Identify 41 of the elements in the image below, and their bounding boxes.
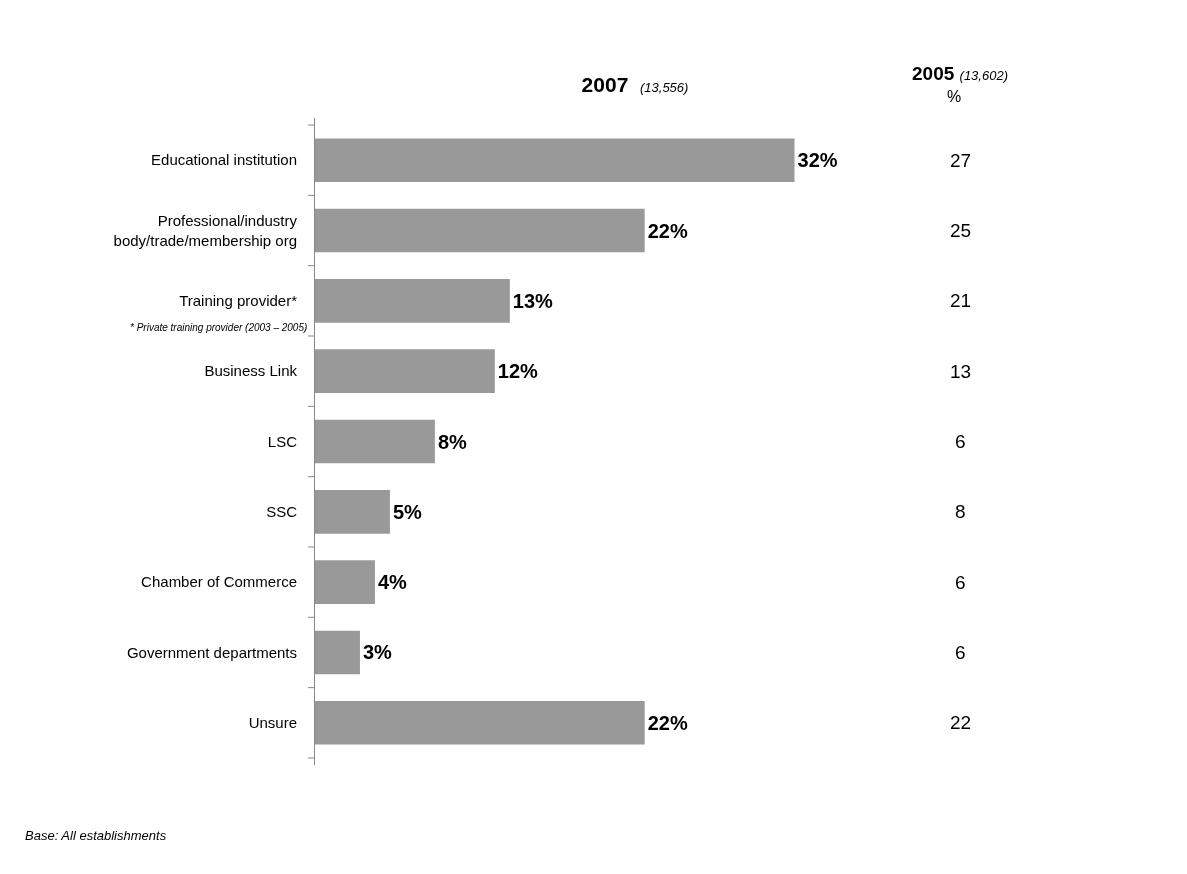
text: 22 (950, 712, 972, 733)
text: 2005 (13,602) (912, 63, 1008, 84)
bar (315, 208, 645, 253)
y-tick-label: Government departments (126, 643, 297, 661)
y-tick-label: Professional/industry body/trade/membership org (113, 212, 298, 249)
text: 6 (955, 642, 966, 663)
text: 25 (950, 220, 972, 241)
data-label: 5% (392, 500, 423, 523)
y-tick-label: Unsure (248, 714, 297, 732)
bar (315, 349, 495, 393)
data-label: 12% (497, 360, 539, 383)
data-label: 8% (437, 430, 467, 453)
data-label: 32% (797, 149, 838, 172)
y-tick-label: Chamber of Commerce (141, 573, 297, 591)
text: 27 (950, 150, 972, 171)
text: 13 (950, 361, 972, 382)
y-tick-label: SSC (266, 503, 298, 521)
bar (315, 560, 375, 604)
data-label: 22% (647, 711, 688, 734)
text: * Private training provider (2003 – 2005) (130, 322, 308, 333)
text: Base: All establishments (25, 828, 167, 843)
text: 21 (950, 290, 972, 311)
data-label: 22% (647, 219, 688, 242)
bar (315, 701, 645, 745)
data-label: 13% (512, 289, 554, 312)
y-tick-label: Training provider* (179, 292, 298, 310)
text: 8 (955, 501, 966, 522)
bar (315, 279, 510, 323)
y-tick-label: Business Link (204, 362, 298, 380)
text: % (947, 88, 962, 105)
chart-title: 2007 (13,556) (581, 73, 689, 97)
y-tick-label: Educational institution (151, 151, 297, 169)
bar (315, 630, 360, 675)
data-label: 4% (377, 571, 408, 594)
y-tick-label: LSC (267, 432, 298, 450)
text: 6 (955, 572, 966, 593)
bar (315, 490, 390, 534)
bar (315, 138, 795, 182)
bar (315, 419, 435, 464)
data-label: 3% (362, 641, 393, 664)
text: 6 (955, 431, 966, 452)
